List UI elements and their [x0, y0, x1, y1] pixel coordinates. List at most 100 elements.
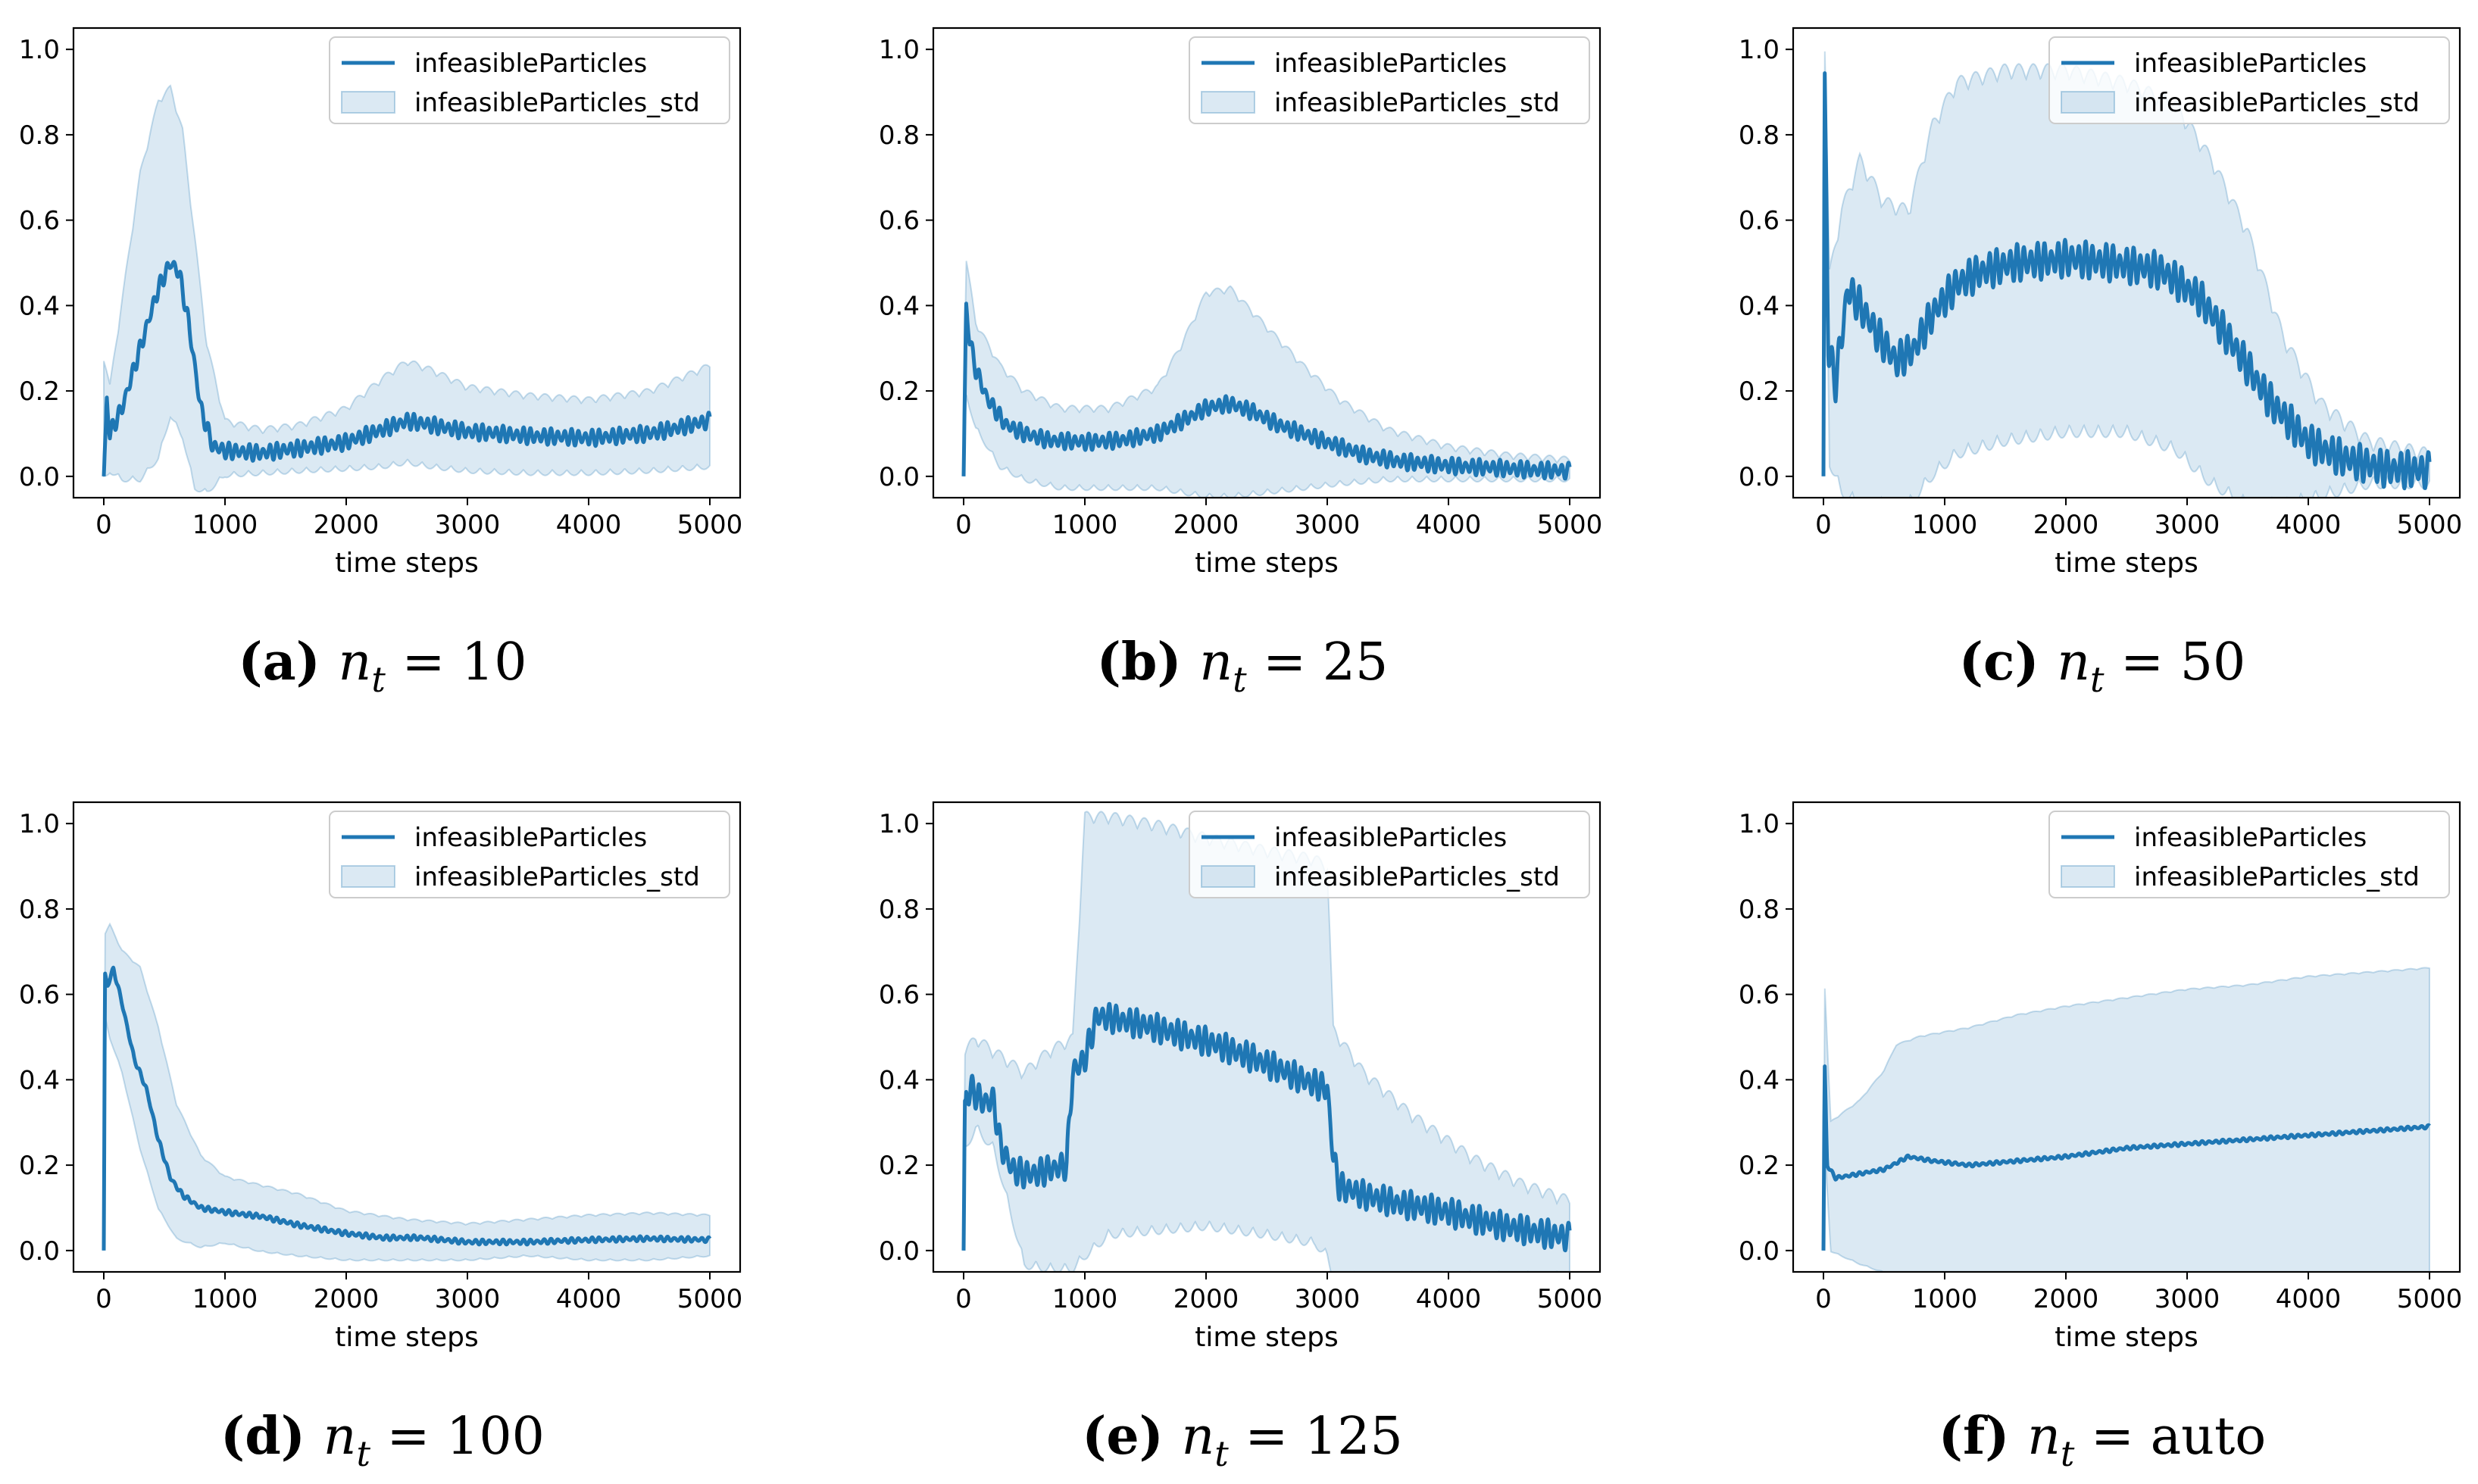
x-axis-label: time steps: [1195, 548, 1338, 579]
x-tick-label: 2000: [1173, 510, 1239, 540]
x-tick-label: 1000: [1912, 510, 1978, 540]
legend-band-swatch: [341, 91, 395, 114]
y-tick-label: 0.8: [879, 895, 920, 925]
mean-line: [961, 1001, 1572, 1253]
x-axis-label: time steps: [2055, 1322, 2198, 1353]
x-tick-label: 1000: [1052, 1284, 1118, 1314]
y-tick-label: 0.4: [1739, 1065, 1780, 1095]
y-tick-label: 0.8: [1739, 895, 1780, 925]
y-tick-label: 0.8: [19, 895, 60, 925]
x-tick-label: 0: [95, 1284, 112, 1314]
x-axis-label: time steps: [335, 1322, 478, 1353]
y-tick-label: 0.0: [19, 1236, 60, 1267]
legend-entry-std: infeasibleParticles_std: [414, 88, 700, 118]
legend: infeasibleParticles infeasibleParticles_s…: [329, 36, 730, 124]
x-tick-label: 0: [1815, 510, 1832, 540]
panel-a: 0 1000 2000 3000 4000 5000 0.0 0.2 0.4 0.6 0.8 1.0 t…: [19, 27, 742, 700]
plot-area: [961, 811, 1572, 1272]
y-tick-label: 0.6: [879, 206, 920, 236]
legend: infeasibleParticles infeasibleParticles_s…: [1189, 36, 1590, 124]
panel-b: 0 1000 2000 3000 4000 5000 0.0 0.2 0.4 0.6 0.8 1.0 t…: [879, 27, 1602, 700]
x-tick-label: 4000: [1416, 1284, 1482, 1314]
axes-frame: [72, 27, 742, 499]
legend-band-swatch: [1201, 865, 1255, 888]
panel-caption: (c) nt = 50: [1959, 632, 2246, 700]
x-tick-label: 2000: [2033, 1284, 2099, 1314]
mean-line: [102, 965, 712, 1251]
y-tick-label: 0.2: [879, 1151, 920, 1181]
legend: infeasibleParticles infeasibleParticles_s…: [2048, 811, 2450, 898]
y-tick-label: 0.0: [1739, 1236, 1780, 1267]
legend-entry-mean: infeasibleParticles: [414, 48, 647, 79]
y-tick-label: 0.2: [1739, 376, 1780, 407]
legend-box: [2048, 811, 2450, 898]
x-axis-label: time steps: [2055, 548, 2198, 579]
mean-line: [961, 301, 1572, 481]
legend-entry-mean: infeasibleParticles: [1274, 48, 1507, 79]
legend-band-swatch: [1201, 91, 1255, 114]
x-tick-label: 4000: [1416, 510, 1482, 540]
x-axis-label: time steps: [335, 548, 478, 579]
x-tick-label: 5000: [2397, 1284, 2463, 1314]
x-tick-label: 1000: [192, 1284, 258, 1314]
x-tick-label: 4000: [2276, 1284, 2342, 1314]
y-tick-label: 0.2: [19, 1151, 60, 1181]
x-tick-label: 5000: [1537, 1284, 1603, 1314]
x-tick-label: 4000: [556, 510, 622, 540]
x-tick-label: 1000: [192, 510, 258, 540]
x-tick-label: 1000: [1052, 510, 1118, 540]
x-tick-label: 2000: [314, 1284, 380, 1314]
legend-band-swatch: [341, 865, 395, 888]
legend-box: [329, 36, 730, 124]
panel-caption: (d) nt = 100: [220, 1406, 545, 1474]
y-tick-label: 1.0: [879, 809, 920, 839]
legend: infeasibleParticles infeasibleParticles_s…: [329, 811, 730, 898]
x-tick-label: 3000: [1295, 1284, 1361, 1314]
y-tick-label: 1.0: [19, 809, 60, 839]
x-tick-label: 3000: [435, 510, 501, 540]
panel-caption: (f) nt = auto: [1939, 1406, 2266, 1474]
y-tick-label: 0.0: [19, 462, 60, 492]
x-tick-label: 2000: [1173, 1284, 1239, 1314]
panel-e: 0 1000 2000 3000 4000 5000 0.0 0.2 0.4 0.6 0.8 1.0 t…: [879, 801, 1603, 1474]
legend-box: [1189, 811, 1590, 898]
legend: infeasibleParticles infeasibleParticles_s…: [1189, 811, 1590, 898]
x-tick-label: 2000: [314, 510, 380, 540]
y-tick-label: 1.0: [1739, 809, 1780, 839]
x-tick-label: 3000: [2155, 510, 2220, 540]
y-tick-label: 0.6: [19, 206, 60, 236]
plot-area: [1821, 51, 2432, 498]
x-tick-label: 5000: [2397, 510, 2463, 540]
legend-entry-mean: infeasibleParticles: [414, 823, 647, 853]
x-tick-label: 3000: [2155, 1284, 2220, 1314]
x-tick-label: 0: [955, 1284, 972, 1314]
legend-entry-std: infeasibleParticles_std: [2134, 862, 2420, 892]
plot-area: [102, 922, 712, 1262]
y-tick-label: 1.0: [879, 35, 920, 65]
x-tick-label: 1000: [1912, 1284, 1978, 1314]
std-band: [103, 922, 711, 1262]
legend-entry-mean: infeasibleParticles: [2134, 823, 2367, 853]
x-tick-label: 4000: [556, 1284, 622, 1314]
x-tick-label: 2000: [2033, 510, 2099, 540]
legend-entry-std: infeasibleParticles_std: [1274, 88, 1560, 118]
y-tick-label: 0.2: [1739, 1151, 1780, 1181]
legend-band-swatch: [2061, 865, 2115, 888]
y-tick-label: 0.4: [19, 291, 60, 321]
legend-box: [2048, 36, 2450, 124]
y-tick-label: 0.4: [19, 1065, 60, 1095]
legend-entry-std: infeasibleParticles_std: [414, 862, 700, 892]
y-tick-label: 0.6: [879, 980, 920, 1011]
std-band: [103, 84, 711, 493]
panel-caption: (b) nt = 25: [1097, 632, 1389, 700]
legend-entry-mean: infeasibleParticles: [1274, 823, 1507, 853]
y-tick-label: 0.8: [1739, 120, 1780, 151]
axes-frame: [932, 27, 1601, 499]
y-tick-label: 0.4: [879, 1065, 920, 1095]
mean-line: [1821, 71, 2432, 491]
legend-band-swatch: [2061, 91, 2115, 114]
y-tick-label: 0.8: [19, 120, 60, 151]
plot-area: [1821, 967, 2431, 1272]
y-tick-label: 0.4: [879, 291, 920, 321]
